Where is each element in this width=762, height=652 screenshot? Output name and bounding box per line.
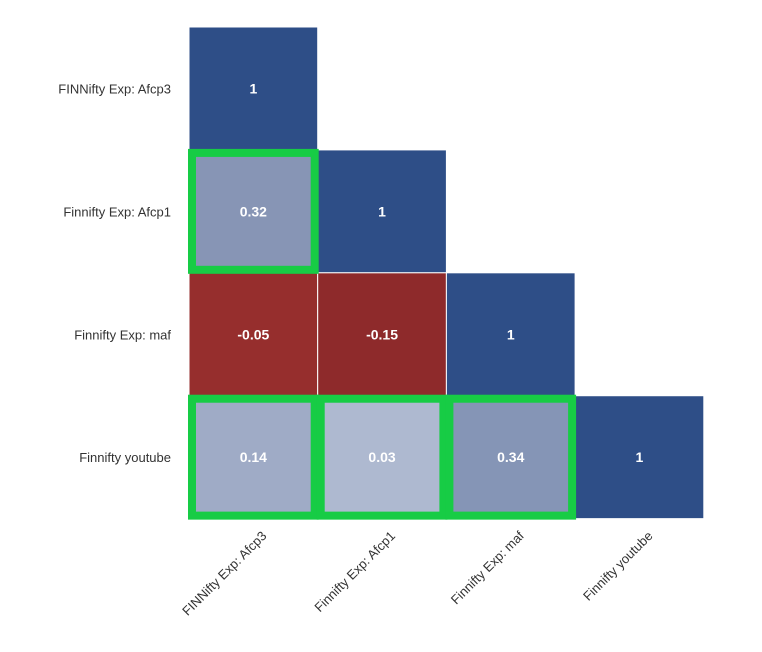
column-labels: FINNifty Exp: Afcp3 Finnifty Exp: Afcp1 Fi… [179,528,655,619]
cell-value-label: 1 [378,203,386,219]
column-label: FINNifty Exp: Afcp3 [179,528,269,618]
row-labels: FINNifty Exp: Afcp3 Finnifty Exp: Afcp1 Fi… [58,81,171,465]
cell-value-label: 1 [507,326,515,342]
cell-value-label: -0.15 [366,326,398,342]
cell-value-label: 1 [636,449,644,465]
heatmap-cell [188,26,319,151]
row-label: Finnifty Exp: maf [74,327,171,342]
cell-value-label: -0.05 [237,326,269,342]
cell-value-label: 1 [249,80,257,96]
row-label: FINNifty Exp: Afcp3 [58,81,171,96]
heatmap-cell [445,395,576,520]
row-label: Finnifty Exp: Afcp1 [63,204,171,219]
column-label: Finnifty youtube [580,528,656,604]
column-label: Finnifty Exp: maf [448,528,527,607]
heatmap-cell [317,395,447,520]
heatmap-cell [317,272,447,397]
cell-value-label: 0.14 [240,449,267,465]
highlight-borders [188,148,577,520]
heatmap-cell [188,272,319,397]
highlight-box [188,394,319,520]
heatmap-cell [188,395,319,520]
cell-value-label: 0.03 [368,449,395,465]
row-label: Finnifty youtube [79,450,171,465]
cell-value-label: 0.34 [497,449,524,465]
heatmap-cell [574,395,705,520]
cell-value-label: 0.32 [240,203,267,219]
highlight-box [188,148,319,274]
heatmap-cells: 1 0.32 1 -0.05 -0.15 1 0.14 0.03 0.34 1 [188,26,705,520]
heatmap-cell [445,272,576,397]
column-label: Finnifty Exp: Afcp1 [311,528,398,615]
highlight-box [445,394,577,520]
heatmap-cell [188,149,319,274]
highlight-box [316,394,448,520]
